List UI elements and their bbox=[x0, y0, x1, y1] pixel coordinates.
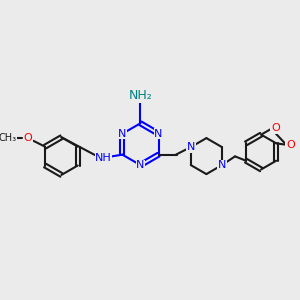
Text: N: N bbox=[118, 129, 127, 139]
Text: N: N bbox=[187, 142, 195, 152]
Text: NH₂: NH₂ bbox=[128, 89, 152, 102]
Text: O: O bbox=[286, 140, 295, 150]
Text: O: O bbox=[271, 123, 280, 133]
Text: N: N bbox=[154, 129, 163, 139]
Text: N: N bbox=[136, 160, 145, 170]
Text: N: N bbox=[218, 160, 226, 170]
Text: NH: NH bbox=[95, 152, 112, 163]
Text: O: O bbox=[23, 133, 32, 143]
Text: CH₃: CH₃ bbox=[0, 133, 17, 143]
